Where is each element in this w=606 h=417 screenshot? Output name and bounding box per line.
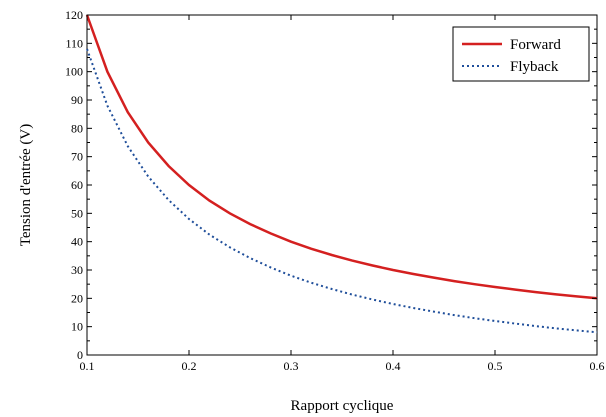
x-tick-label: 0.2 [182,359,197,373]
y-tick-label: 120 [65,8,83,22]
y-tick-label: 0 [77,348,83,362]
data-point-flyback [474,318,475,319]
x-axis-title: Rapport cyclique [291,398,394,414]
legend-label-forward: Forward [510,37,561,53]
data-point-flyback [188,218,189,219]
x-tick-label: 0.6 [590,359,605,373]
data-point-forward [556,294,557,295]
data-point-flyback [270,267,271,268]
y-axis: 0 10 20 30 40 50 60 70 80 90 100 110 120 [65,8,597,362]
x-tick-label: 0.4 [386,359,401,373]
data-point-flyback [352,294,353,295]
x-tick-label: 0.3 [284,359,299,373]
data-point-forward [454,280,455,281]
data-point-forward [474,284,475,285]
y-tick-label: 10 [71,320,83,334]
x-tick-label: 0.5 [488,359,503,373]
data-point-flyback [168,199,169,200]
y-tick-label: 50 [71,206,83,220]
data-point-forward [290,241,291,242]
data-point-forward [107,71,108,72]
data-point-flyback [596,332,597,333]
data-point-flyback [250,258,251,259]
y-tick-label: 20 [71,291,83,305]
y-tick-label: 90 [71,93,83,107]
data-point-forward [413,273,414,274]
data-point-forward [372,265,373,266]
data-point-flyback [290,275,291,276]
legend-label-flyback: Flyback [510,59,559,75]
data-point-forward [352,260,353,261]
data-point-flyback [433,311,434,312]
data-point-forward [494,286,495,287]
data-point-flyback [148,176,149,177]
y-tick-label: 110 [65,36,83,50]
data-point-forward [515,289,516,290]
data-point-flyback [535,326,536,327]
y-tick-label: 60 [71,178,83,192]
data-point-forward [127,112,128,113]
data-point-forward [250,224,251,225]
series-line-forward [85,14,598,300]
y-axis-title: Tension d'entrée (V) [18,124,34,246]
legend: Forward Flyback [452,26,590,82]
data-point-flyback [331,288,332,289]
x-tick-label: 0.1 [80,359,95,373]
data-point-forward [270,233,271,234]
data-point-flyback [229,247,230,248]
legend-box [452,26,590,82]
series-layer [85,14,598,334]
data-point-forward [168,165,169,166]
y-tick-label: 100 [65,65,83,79]
data-point-forward [576,296,577,297]
data-point-flyback [413,307,414,308]
data-point-forward [331,254,332,255]
data-point-flyback [107,105,108,106]
y-tick-label: 40 [71,235,83,249]
y-tick-label: 80 [71,121,83,135]
y-tick-label: 70 [71,150,83,164]
data-point-flyback [392,303,393,304]
data-point-flyback [576,330,577,331]
data-point-forward [148,142,149,143]
data-point-forward [433,277,434,278]
data-point-flyback [556,328,557,329]
data-point-flyback [311,282,312,283]
data-point-forward [392,269,393,270]
series-line-flyback [86,48,598,334]
y-tick-label: 30 [71,263,83,277]
data-point-flyback [372,299,373,300]
data-point-forward [188,184,189,185]
data-point-forward [535,292,536,293]
data-point-forward [311,248,312,249]
data-point-flyback [127,146,128,147]
data-point-flyback [494,320,495,321]
x-axis: 0.1 0.2 0.3 0.4 0.5 0.6 [80,15,605,373]
data-point-forward [209,200,210,201]
data-point-flyback [454,314,455,315]
data-point-flyback [209,234,210,235]
data-point-flyback [86,48,87,49]
data-point-forward [229,213,230,214]
data-point-flyback [515,323,516,324]
